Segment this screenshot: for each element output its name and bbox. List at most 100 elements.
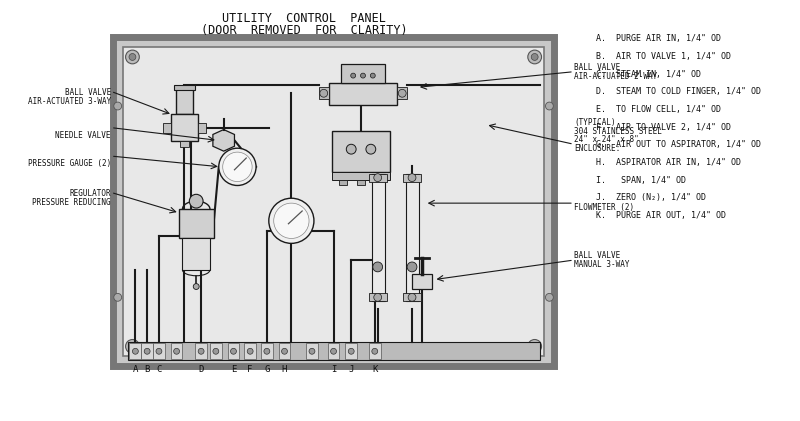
Circle shape <box>408 174 416 181</box>
Text: MANUAL 3-WAY: MANUAL 3-WAY <box>574 260 630 269</box>
Text: A: A <box>133 365 138 374</box>
Text: F: F <box>247 365 253 374</box>
Bar <box>406 174 419 301</box>
Bar <box>244 344 256 359</box>
Text: F.  AIR TO VALVE 2, 1/4" OD: F. AIR TO VALVE 2, 1/4" OD <box>597 123 731 132</box>
Text: G.  AIR OUT TO ASPIRATOR, 1/4" OD: G. AIR OUT TO ASPIRATOR, 1/4" OD <box>597 140 762 149</box>
Bar <box>339 180 347 186</box>
Circle shape <box>133 348 138 354</box>
Text: D: D <box>198 365 204 374</box>
Text: ENCLOSURE:: ENCLOSURE: <box>574 144 620 153</box>
Circle shape <box>114 293 122 301</box>
Circle shape <box>407 262 417 272</box>
Text: AIR-ACTUATED 2-WAY: AIR-ACTUATED 2-WAY <box>574 72 657 81</box>
Circle shape <box>174 348 179 354</box>
Bar <box>182 238 210 270</box>
Text: H.  ASPIRATOR AIR IN, 1/4" OD: H. ASPIRATOR AIR IN, 1/4" OD <box>597 158 742 167</box>
Bar <box>306 344 318 359</box>
Circle shape <box>190 195 203 208</box>
Text: C: C <box>156 365 162 374</box>
Circle shape <box>528 339 542 353</box>
Bar <box>346 344 357 359</box>
Bar <box>278 344 290 359</box>
Circle shape <box>361 73 366 78</box>
Bar <box>122 47 545 356</box>
Circle shape <box>350 73 356 78</box>
Bar <box>261 344 273 359</box>
Circle shape <box>346 144 356 154</box>
Bar <box>153 344 165 359</box>
Bar <box>398 88 407 99</box>
Circle shape <box>274 203 309 238</box>
Circle shape <box>114 102 122 110</box>
Text: AIR-ACTUATED 3-WAY: AIR-ACTUATED 3-WAY <box>28 97 111 106</box>
Bar <box>210 344 222 359</box>
Circle shape <box>408 293 416 301</box>
Text: NEEDLE VALVE: NEEDLE VALVE <box>55 131 111 139</box>
Circle shape <box>222 152 252 181</box>
Circle shape <box>230 348 237 354</box>
Bar <box>357 180 365 186</box>
Circle shape <box>374 293 382 301</box>
Circle shape <box>531 53 538 60</box>
Text: E.  TO FLOW CELL, 1/4" OD: E. TO FLOW CELL, 1/4" OD <box>597 105 722 114</box>
Circle shape <box>247 348 253 354</box>
Bar <box>331 172 390 180</box>
Bar <box>170 344 182 359</box>
Circle shape <box>194 284 199 290</box>
Circle shape <box>372 348 378 354</box>
Text: (DOOR  REMOVED  FOR  CLARITY): (DOOR REMOVED FOR CLARITY) <box>201 24 407 37</box>
Bar <box>179 141 190 147</box>
Bar <box>329 83 398 105</box>
Bar <box>228 344 239 359</box>
Text: I: I <box>331 365 336 374</box>
Bar <box>178 209 214 238</box>
Bar <box>163 123 170 133</box>
Circle shape <box>531 343 538 350</box>
Bar <box>342 64 385 83</box>
Circle shape <box>282 348 287 354</box>
Bar <box>372 174 385 301</box>
Bar <box>174 85 195 91</box>
Circle shape <box>269 198 314 243</box>
Circle shape <box>264 348 270 354</box>
Bar <box>331 131 390 172</box>
Circle shape <box>330 348 337 354</box>
Text: REGULATOR: REGULATOR <box>70 189 111 198</box>
Text: UTILITY  CONTROL  PANEL: UTILITY CONTROL PANEL <box>222 12 386 25</box>
Text: A.  PURGE AIR IN, 1/4" OD: A. PURGE AIR IN, 1/4" OD <box>597 35 722 43</box>
Text: J.  ZERO (N₂), 1/4" OD: J. ZERO (N₂), 1/4" OD <box>597 193 706 203</box>
Circle shape <box>348 348 354 354</box>
Text: H: H <box>282 365 287 374</box>
Circle shape <box>213 348 218 354</box>
Text: E: E <box>231 365 236 374</box>
Bar <box>319 88 329 99</box>
Circle shape <box>218 148 256 186</box>
Bar <box>176 88 194 114</box>
Text: K.  PURGE AIR OUT, 1/4" OD: K. PURGE AIR OUT, 1/4" OD <box>597 211 726 220</box>
Bar <box>403 174 421 181</box>
Circle shape <box>156 348 162 354</box>
Text: G: G <box>264 365 270 374</box>
Bar <box>403 293 421 301</box>
Bar <box>198 123 206 133</box>
Text: B.  AIR TO VALVE 1, 1/4" OD: B. AIR TO VALVE 1, 1/4" OD <box>597 52 731 61</box>
Circle shape <box>144 348 150 354</box>
Circle shape <box>126 339 139 353</box>
Text: K: K <box>372 365 378 374</box>
Polygon shape <box>113 37 554 366</box>
Circle shape <box>546 293 554 301</box>
Text: BALL VALVE: BALL VALVE <box>65 88 111 97</box>
Circle shape <box>370 73 375 78</box>
Circle shape <box>126 50 139 64</box>
Bar <box>130 344 142 359</box>
Bar <box>170 114 198 141</box>
Bar <box>369 174 386 181</box>
Text: B: B <box>145 365 150 374</box>
Circle shape <box>398 89 406 97</box>
Text: C.  STEAM IN, 1/4" OD: C. STEAM IN, 1/4" OD <box>597 70 702 79</box>
Circle shape <box>546 102 554 110</box>
Circle shape <box>528 50 542 64</box>
Circle shape <box>320 89 328 97</box>
Text: PRESSURE REDUCING: PRESSURE REDUCING <box>32 198 111 207</box>
